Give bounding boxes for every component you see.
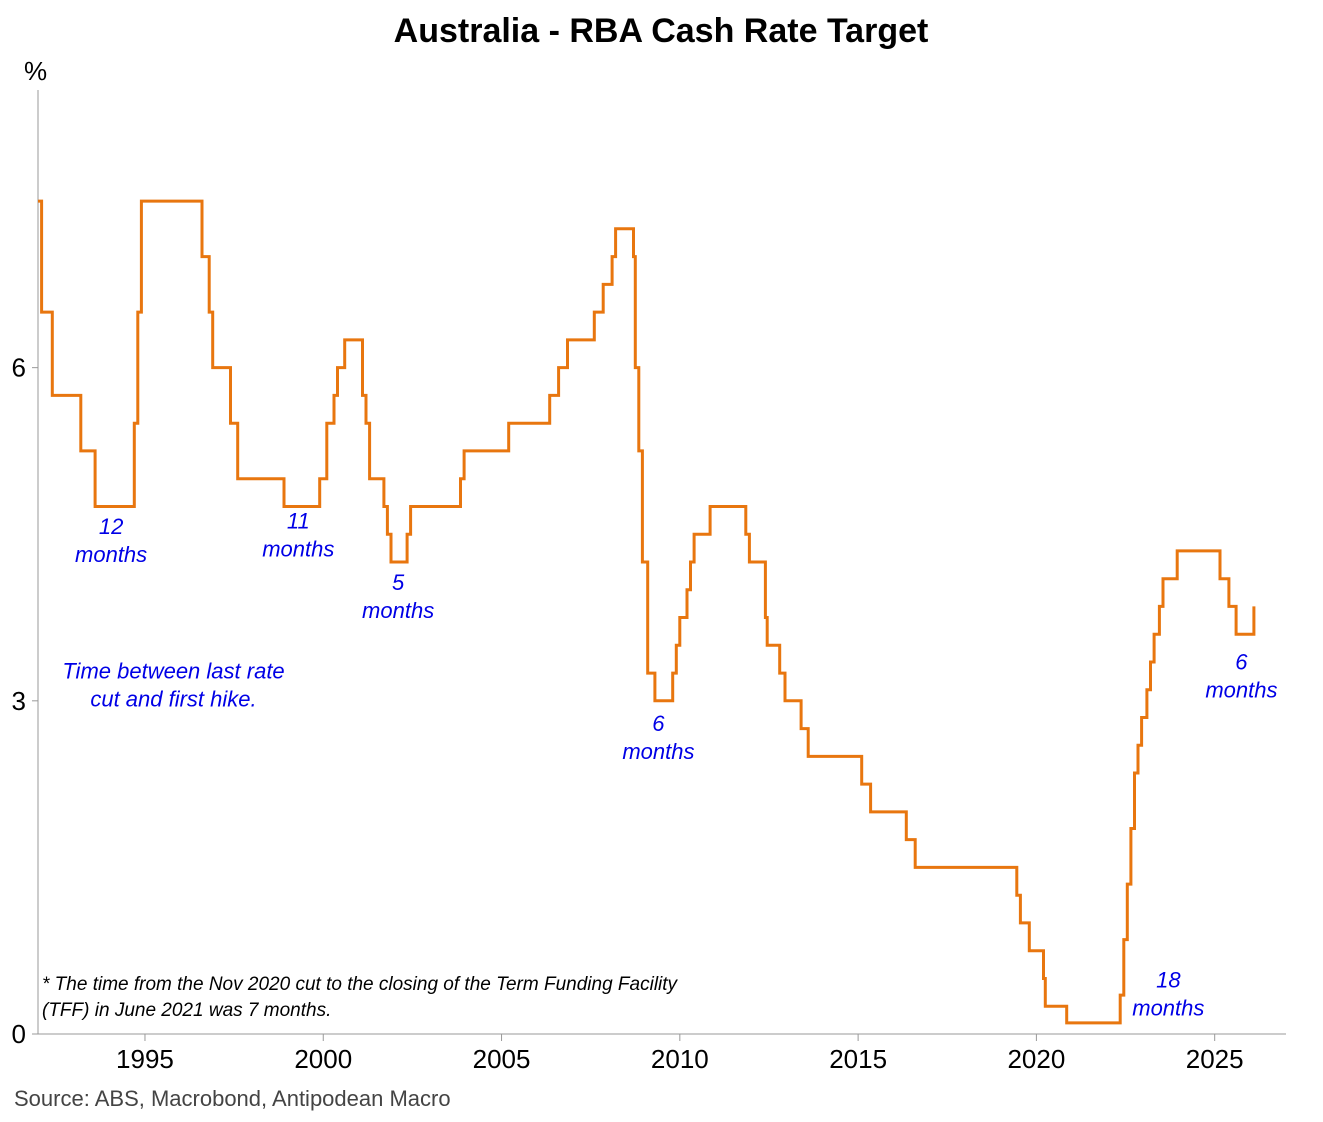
annotation: 5 months [362,570,434,623]
annotation: 18 months [1132,967,1204,1020]
footnote-line-2: (TFF) in June 2021 was 7 months. [42,1000,331,1021]
annotation-line: months [362,598,434,623]
y-tick-label: 0 [12,1019,26,1049]
annotation-line: 6 [1235,650,1248,675]
x-tick-label: 2000 [294,1044,352,1074]
annotation-line: months [1132,995,1204,1020]
x-tick-label: 1995 [116,1044,174,1074]
annotation: 6 months [622,711,694,764]
chart-title: Australia - RBA Cash Rate Target [394,12,929,50]
annotation-line: months [1205,678,1277,703]
annotation: Time between last rate cut and first hike… [62,659,284,712]
annotation: 12 months [75,514,147,567]
x-ticks: 1995 2000 2005 2010 2015 2020 2025 [116,1034,1244,1074]
annotation-line: Time between last rate [62,659,284,684]
annotations: 12 months 11 months 5 months Time between last… [62,509,1277,1021]
annotation-line: 5 [392,570,405,595]
y-tick-label: 3 [12,686,26,716]
cash-rate-line [38,199,1256,1025]
axes [37,90,1286,1035]
annotation-line: months [622,739,694,764]
x-tick-label: 2015 [829,1044,887,1074]
y-axis-unit: % [24,56,47,86]
annotation-line: 12 [99,514,123,539]
annotation-line: 11 [287,509,310,534]
x-tick-label: 2010 [651,1044,709,1074]
footnote-line-1: * The time from the Nov 2020 cut to the … [42,974,679,995]
annotation: 6 months [1205,650,1277,703]
y-tick-label: 6 [12,353,26,383]
annotation-line: 18 [1156,967,1181,992]
annotation-line: months [262,537,334,562]
x-tick-label: 2025 [1186,1044,1244,1074]
annotation-line: months [75,542,147,567]
annotation: 11 months [262,509,334,562]
source-note: Source: ABS, Macrobond, Antipodean Macro [14,1086,451,1111]
annotation-line: cut and first hike. [90,687,256,712]
annotation-line: 6 [652,711,665,736]
x-tick-label: 2005 [473,1044,531,1074]
x-tick-label: 2020 [1007,1044,1065,1074]
y-ticks: 0 3 6 [12,353,38,1049]
